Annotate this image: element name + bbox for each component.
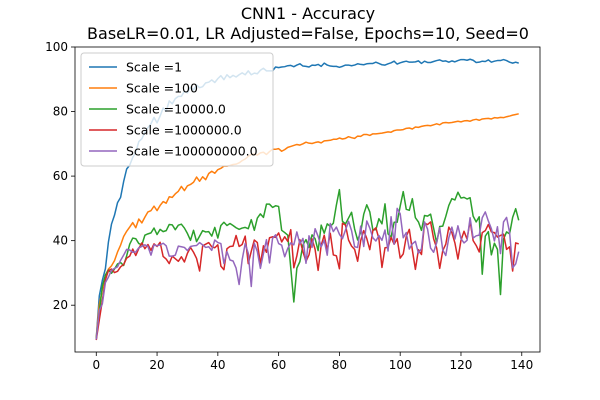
legend-label-2: Scale =10000.0 (126, 102, 226, 117)
axes-frame (74, 46, 541, 353)
x-tick-label: 40 (210, 358, 225, 372)
chart-subtitle: BaseLR=0.01, LR Adjusted=False, Epochs=1… (87, 24, 529, 43)
legend-label-0: Scale =1 (126, 60, 182, 75)
series-line-2 (95, 188, 520, 339)
chart-title: CNN1 - Accuracy (241, 4, 375, 23)
x-tick-label: 0 (92, 358, 100, 372)
x-tick-label: 20 (149, 358, 164, 372)
legend: Scale =1 Scale =100 Scale =10000.0 Scale =1… (80, 52, 274, 167)
y-tick-label: 80 (53, 105, 68, 119)
series-line-4 (95, 207, 520, 340)
legend-box (80, 52, 274, 167)
x-axis: 0 20 40 60 80 100 120 140 (92, 352, 533, 372)
y-tick-label: 100 (45, 40, 68, 54)
x-tick-label: 80 (332, 358, 347, 372)
plot-area (74, 46, 541, 353)
y-tick-label: 40 (53, 234, 68, 248)
legend-label-3: Scale =1000000.0 (126, 123, 242, 138)
y-axis: 20 40 60 80 100 (45, 40, 75, 312)
series-line-3 (95, 220, 519, 341)
y-tick-label: 20 (53, 298, 68, 312)
legend-label-1: Scale =100 (126, 81, 198, 96)
x-tick-label: 60 (271, 358, 286, 372)
series-line-1 (95, 113, 519, 338)
x-tick-label: 120 (450, 358, 473, 372)
x-tick-label: 100 (389, 358, 412, 372)
x-tick-label: 140 (510, 358, 533, 372)
y-tick-label: 60 (53, 169, 68, 183)
legend-label-4: Scale =100000000.0 (126, 144, 258, 159)
